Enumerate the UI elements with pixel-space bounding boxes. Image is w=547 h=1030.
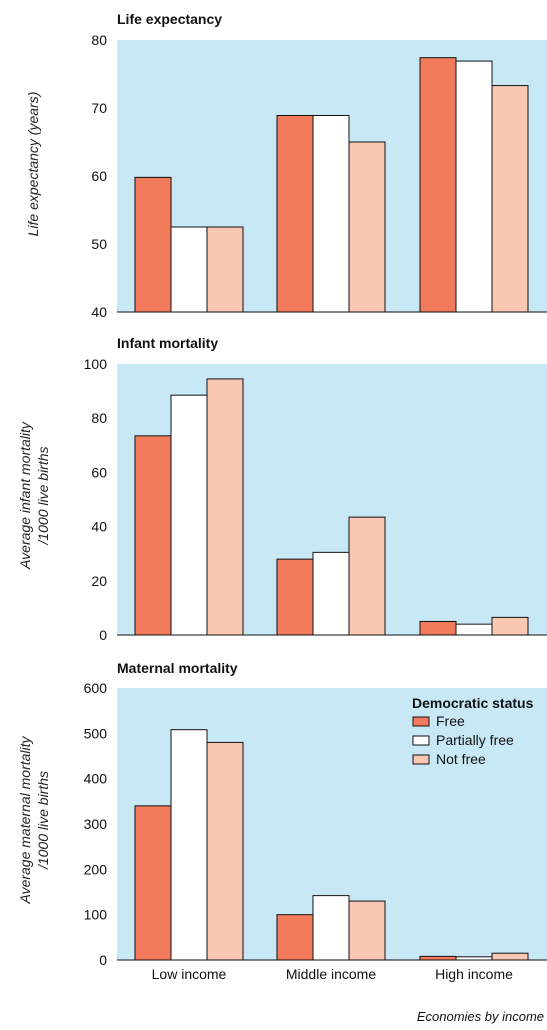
- bar-free: [134, 805, 172, 961]
- y-tick-label: 0: [99, 627, 107, 643]
- bar-not-free: [206, 741, 244, 961]
- bar-not-free: [491, 616, 529, 636]
- bar-free: [419, 620, 457, 636]
- bar-free: [419, 57, 457, 313]
- bar-free: [276, 114, 314, 313]
- chart-title: Infant mortality: [117, 335, 218, 351]
- x-axis-label: Economies by income: [417, 1009, 544, 1024]
- legend-title: Democratic status: [412, 695, 534, 711]
- chart-title: Life expectancy: [117, 11, 222, 27]
- bar-partially-free: [170, 729, 208, 961]
- bar-partially-free: [170, 226, 208, 313]
- y-tick-label: 80: [91, 32, 107, 48]
- bar-not-free: [206, 226, 244, 313]
- bar-partially-free: [455, 60, 493, 313]
- legend-entry: Partially free: [436, 732, 514, 748]
- x-tick-label: High income: [435, 966, 513, 982]
- bar-partially-free: [312, 114, 350, 313]
- bar-partially-free: [312, 551, 350, 636]
- y-tick-label: 100: [84, 356, 108, 372]
- legend-swatch: [412, 716, 430, 727]
- bar-free: [276, 558, 314, 636]
- y-tick-label: 40: [91, 304, 107, 320]
- chart-panel-1: Life expectancy 40 50 60 70 80 Life expectancy…: [25, 11, 547, 320]
- y-tick-label: 40: [91, 519, 107, 535]
- bar-not-free: [348, 141, 386, 313]
- y-tick-label: 60: [91, 464, 107, 480]
- y-tick-label: 50: [91, 236, 107, 252]
- y-axis-label: /1000 live births: [35, 771, 51, 870]
- bar-free: [134, 176, 172, 313]
- chart-panel-3: Maternal mortality 0 100 200 300 400 500 600 Ave…: [17, 660, 547, 982]
- y-tick-label: 400: [84, 771, 108, 787]
- bar-partially-free: [455, 623, 493, 636]
- bar-free: [134, 435, 172, 636]
- bar-partially-free: [170, 394, 208, 636]
- legend-entry: Not free: [436, 751, 486, 767]
- bar-free: [419, 955, 457, 961]
- y-tick-label: 70: [91, 100, 107, 116]
- y-tick-label: 300: [84, 816, 108, 832]
- y-axis-label: Average maternal mortality: [17, 735, 33, 904]
- legend: Democratic status Free Partially free Not f…: [412, 695, 534, 767]
- y-tick-label: 500: [84, 725, 108, 741]
- y-tick-label: 600: [84, 680, 108, 696]
- y-tick-label: 20: [91, 573, 107, 589]
- y-tick-label: 80: [91, 410, 107, 426]
- y-axis-label: /1000 live births: [35, 446, 51, 545]
- chart-panel-2: Infant mortality 0 20 40 60 80 100 Average infa…: [17, 335, 547, 643]
- bar-free: [276, 914, 314, 961]
- y-tick-label: 60: [91, 168, 107, 184]
- y-tick-label: 0: [99, 952, 107, 968]
- legend-swatch: [412, 754, 430, 765]
- bar-not-free: [348, 900, 386, 961]
- legend-swatch: [412, 735, 430, 746]
- bar-partially-free: [312, 895, 350, 961]
- bar-not-free: [491, 85, 529, 313]
- bar-not-free: [491, 952, 529, 961]
- chart-panels: Life expectancy 40 50 60 70 80 Life expectancy…: [17, 11, 547, 982]
- bar-not-free: [206, 378, 244, 636]
- bar-not-free: [348, 516, 386, 636]
- chart-title: Maternal mortality: [117, 660, 238, 676]
- y-axis-label: Life expectancy (years): [25, 92, 41, 237]
- x-tick-label: Low income: [152, 966, 227, 982]
- x-tick-label: Middle income: [286, 966, 376, 982]
- y-tick-label: 100: [84, 907, 108, 923]
- y-tick-label: 200: [84, 861, 108, 877]
- y-axis-label: Average infant mortality: [17, 421, 33, 570]
- legend-entry: Free: [436, 713, 465, 729]
